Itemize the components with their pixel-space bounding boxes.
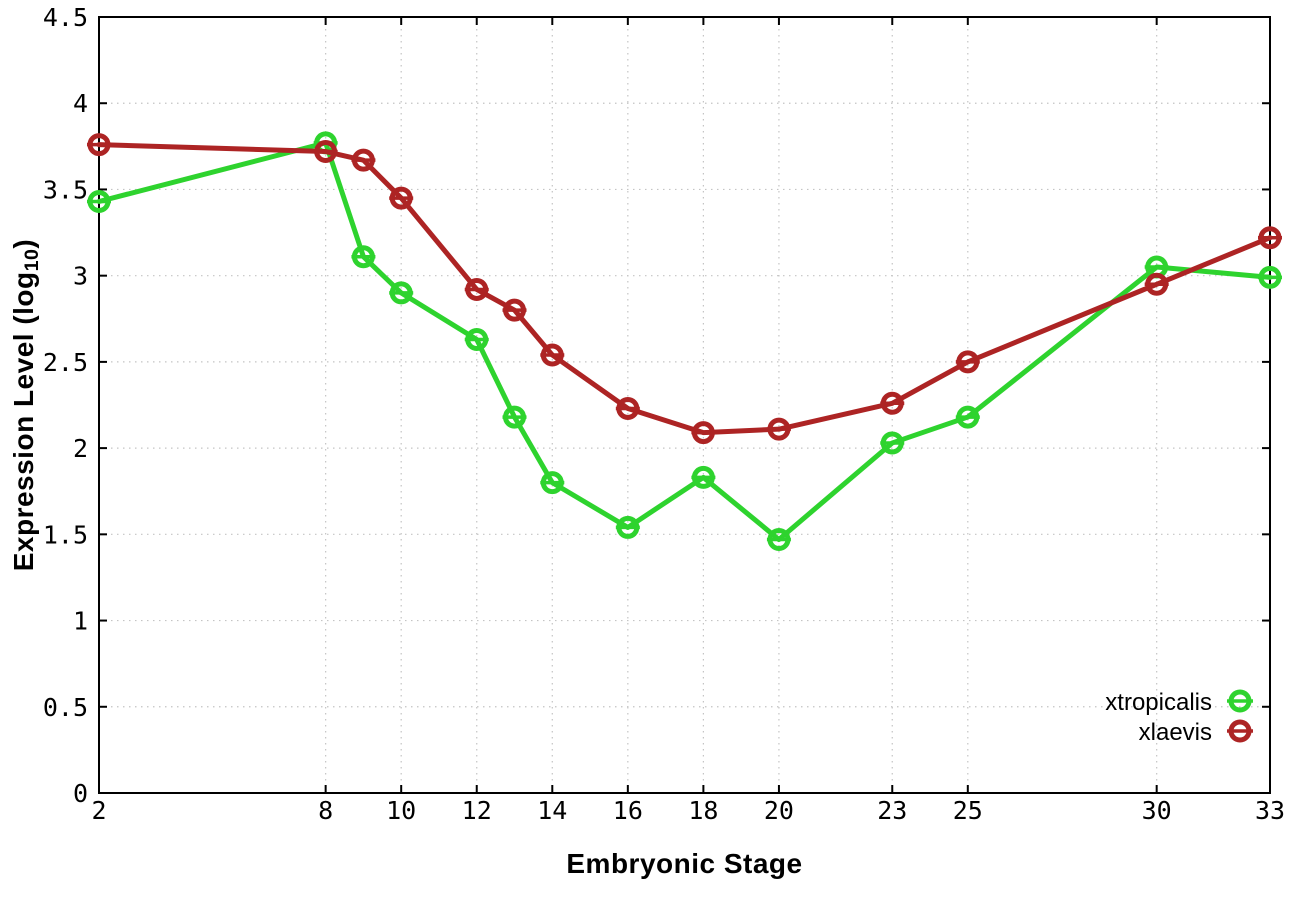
series-xtropicalis-point	[351, 245, 375, 269]
x-tick-label: 18	[688, 796, 718, 825]
series-xlaevis-point	[503, 298, 527, 322]
x-tick-label: 12	[462, 796, 492, 825]
series-xlaevis-point	[956, 350, 980, 374]
x-axis-title: Embryonic Stage	[566, 848, 803, 879]
y-tick-label: 2	[73, 434, 88, 463]
series-xlaevis-point	[351, 148, 375, 172]
series-xtropicalis-point	[503, 405, 527, 429]
series-xtropicalis-point	[767, 528, 791, 552]
series-xtropicalis-point	[465, 327, 489, 351]
x-tick-label: 14	[537, 796, 567, 825]
y-axis-title-suffix: )	[8, 238, 39, 249]
plot-border	[98, 16, 1271, 794]
x-tick-label: 23	[877, 796, 907, 825]
y-tick-label: 0	[73, 779, 88, 808]
series-xlaevis-point	[616, 396, 640, 420]
x-tick-label: 2	[91, 796, 106, 825]
y-tick-label: 4	[73, 89, 88, 118]
x-tick-label: 8	[318, 796, 333, 825]
x-tick-label: 10	[386, 796, 416, 825]
y-tick-label: 1.5	[43, 520, 88, 549]
series-xtropicalis-point	[691, 465, 715, 489]
y-axis-title-subscript: 10	[20, 248, 43, 272]
x-tick-label: 33	[1255, 796, 1285, 825]
y-tick-label: 0.5	[43, 693, 88, 722]
series-xlaevis-point	[691, 421, 715, 445]
legend-label-xlaevis: xlaevis	[1139, 719, 1212, 746]
y-tick-label: 3.5	[43, 175, 88, 204]
y-tick-label: 1	[73, 607, 88, 636]
y-axis-title-text: Expression Level (log	[8, 271, 39, 572]
x-tick-label: 25	[953, 796, 983, 825]
series-xlaevis-point	[1258, 226, 1282, 250]
series-xlaevis-line	[96, 142, 1273, 436]
series-xtropicalis-point	[880, 431, 904, 455]
series-xlaevis-point	[87, 133, 111, 157]
series-xlaevis-point	[767, 417, 791, 441]
series-xlaevis-point	[540, 343, 564, 367]
x-tick-label: 30	[1142, 796, 1172, 825]
series-xlaevis-point	[389, 186, 413, 210]
y-tick-label: 2.5	[43, 348, 88, 377]
legend-marker-xtropicalis	[1228, 689, 1252, 713]
series-xtropicalis-point	[87, 190, 111, 214]
series-xtropicalis-point	[540, 471, 564, 495]
series-xtropicalis-point	[956, 405, 980, 429]
series-xlaevis-point	[880, 391, 904, 415]
legend-label-xtropicalis: xtropicalis	[1105, 689, 1212, 716]
series-xlaevis-point	[1145, 272, 1169, 296]
series-xlaevis-point	[465, 277, 489, 301]
y-axis-title: Expression Level (log10)	[8, 17, 48, 793]
series-xlaevis-point	[314, 140, 338, 164]
series-xtropicalis-point	[616, 515, 640, 539]
y-tick-label: 4.5	[43, 3, 88, 32]
x-tick-label: 16	[613, 796, 643, 825]
x-tick-label: 20	[764, 796, 794, 825]
legend-marker-xlaevis	[1228, 719, 1252, 743]
series-xtropicalis-point	[389, 281, 413, 305]
series-xtropicalis-point	[1258, 265, 1282, 289]
y-tick-label: 3	[73, 262, 88, 291]
series-xtropicalis-line	[96, 140, 1273, 543]
